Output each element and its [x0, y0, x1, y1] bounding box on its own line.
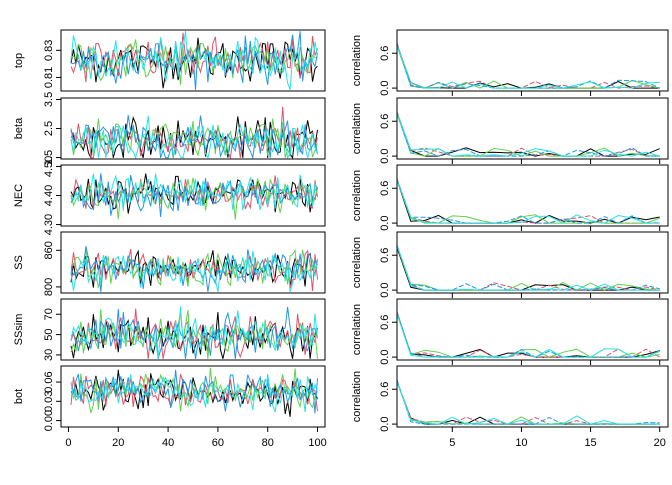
trace-ytick-label-SSsim-0: 30 [43, 349, 55, 361]
trace-ytick-label-top-1: 0.83 [43, 40, 55, 61]
acf-line-SS-chain-4 [396, 245, 660, 291]
trace-ytick-label-NEC-2: 4.50 [43, 156, 55, 177]
acf-ytick-label-top-0: 0.0 [379, 80, 391, 95]
trace-ylabel-NEC: NEC [13, 184, 25, 207]
acf-panel-beta [396, 97, 669, 160]
acf-ytick-label-SS-0: 0.0 [379, 282, 391, 297]
trace-line-top-chain-5 [70, 31, 318, 90]
trace-xtick-label-5: 100 [308, 437, 326, 449]
acf-ylabel-NEC: correlation [351, 170, 363, 221]
trace-xtick-label-0: 0 [65, 437, 71, 449]
acf-ytick-label-NEC-0: 0.0 [379, 215, 391, 230]
acf-line-top-chain-3 [396, 45, 660, 89]
trace-line-beta-chain-5 [70, 115, 318, 160]
acf-ylabel-beta: correlation [351, 103, 363, 154]
trace-line-bot-chain-4 [70, 369, 318, 414]
acf-line-SS-chain-3 [396, 245, 660, 291]
trace-ytick-label-SS-0: 800 [43, 278, 55, 296]
acf-line-NEC-chain-5 [396, 179, 660, 224]
acf-line-beta-chain-4 [396, 112, 660, 157]
acf-line-NEC-chain-1 [396, 179, 660, 224]
trace-ytick-label-beta-0: 1.5 [43, 150, 55, 165]
acf-panel-NEC [396, 164, 669, 227]
trace-xtick-label-2: 40 [162, 437, 174, 449]
acf-line-bot-chain-5 [396, 381, 660, 425]
trace-ylabel-SS: SS [13, 255, 25, 270]
acf-ylabel-SS: correlation [351, 237, 363, 288]
acf-line-SSsim-chain-4 [396, 312, 660, 358]
trace-ytick-label-SSsim-2: 70 [43, 308, 55, 320]
trace-panel-SSsim [60, 298, 326, 361]
acf-line-bot-chain-1 [396, 381, 660, 425]
trace-line-SS-chain-4 [70, 246, 318, 292]
acf-ytick-label-bot-0: 0.0 [379, 416, 391, 431]
acf-line-bot-chain-2 [396, 381, 660, 425]
trace-ytick-label-NEC-0: 4.30 [43, 214, 55, 235]
acf-xtick-label-2: 15 [584, 437, 596, 449]
acf-ylabel-SSsim: correlation [351, 304, 363, 355]
acf-ytick-label-SSsim-0: 0.0 [379, 349, 391, 364]
acf-line-beta-chain-3 [396, 113, 660, 157]
trace-ytick-label-bot-1: 0.03 [43, 391, 55, 412]
acf-line-beta-chain-5 [396, 112, 660, 157]
acf-line-SSsim-chain-5 [396, 313, 660, 358]
trace-ytick-label-top-0: 0.81 [43, 67, 55, 88]
trace-ytick-label-bot-0: 0.00 [43, 410, 55, 431]
acf-ytick-label-SS-1: 0.6 [379, 248, 391, 263]
acf-line-SS-chain-5 [396, 244, 660, 291]
trace-ylabel-SSsim: SSsim [13, 314, 25, 346]
trace-line-SSsim-chain-5 [70, 306, 318, 359]
trace-xtick-label-4: 80 [262, 437, 274, 449]
trace-line-top-chain-4 [70, 31, 318, 90]
acf-line-top-chain-5 [396, 45, 660, 89]
acf-line-beta-chain-2 [396, 111, 660, 157]
acf-line-top-chain-1 [396, 44, 660, 89]
acf-xtick-label-0: 5 [449, 437, 455, 449]
acf-ytick-label-NEC-1: 0.6 [379, 181, 391, 196]
trace-ytick-label-beta-2: 3.5 [43, 92, 55, 107]
trace-ytick-label-NEC-1: 4.40 [43, 185, 55, 206]
acf-xtick-label-3: 20 [654, 437, 666, 449]
trace-ylabel-beta: beta [13, 117, 25, 139]
trace-line-SS-chain-5 [70, 250, 318, 292]
acf-ylabel-bot: correlation [351, 371, 363, 422]
acf-line-top-chain-2 [396, 42, 660, 89]
acf-panel-SS [396, 231, 669, 294]
trace-ytick-label-SS-1: 860 [43, 241, 55, 259]
trace-ytick-label-SSsim-1: 50 [43, 328, 55, 340]
acf-line-bot-chain-3 [396, 381, 660, 425]
trace-panel-top [60, 29, 326, 92]
trace-panel-SS [60, 231, 326, 294]
acf-ytick-label-beta-1: 0.6 [379, 114, 391, 129]
trace-ytick-label-bot-2: 0.06 [43, 371, 55, 392]
acf-ytick-label-bot-1: 0.6 [379, 382, 391, 397]
trace-xtick-label-1: 20 [112, 437, 124, 449]
trace-line-bot-chain-5 [70, 373, 318, 413]
acf-panel-top [396, 29, 669, 92]
trace-line-NEC-chain-5 [70, 173, 318, 211]
trace-line-NEC-chain-4 [70, 173, 318, 217]
trace-ytick-label-beta-1: 2.5 [43, 121, 55, 136]
trace-ylabel-top: top [13, 53, 25, 68]
acf-line-bot-chain-4 [396, 379, 660, 425]
acf-panel-bot [396, 365, 669, 428]
acf-line-NEC-chain-3 [396, 179, 660, 224]
acf-xtick-label-1: 10 [515, 437, 527, 449]
acf-panel-SSsim [396, 298, 669, 361]
acf-ytick-label-beta-0: 0.0 [379, 148, 391, 163]
trace-panel-bot [60, 365, 326, 428]
trace-line-SSsim-chain-4 [70, 306, 318, 359]
acf-ytick-label-SSsim-1: 0.6 [379, 315, 391, 330]
trace-ylabel-bot: bot [13, 389, 25, 404]
acf-line-top-chain-4 [396, 43, 660, 89]
acf-ytick-label-top-1: 0.6 [379, 46, 391, 61]
acf-line-SS-chain-1 [396, 247, 660, 291]
acf-ylabel-top: correlation [351, 35, 363, 86]
acf-line-SS-chain-2 [396, 246, 660, 291]
trace-xtick-label-3: 60 [212, 437, 224, 449]
